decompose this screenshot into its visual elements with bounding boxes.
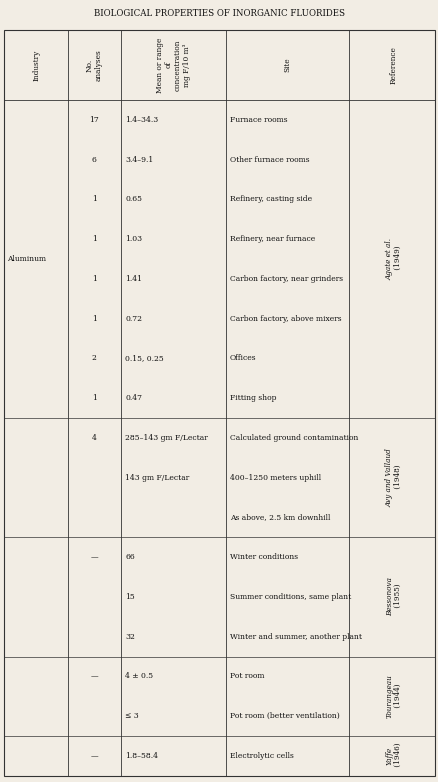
Text: Pot room: Pot room (229, 673, 264, 680)
Text: 1.8–58.4: 1.8–58.4 (125, 752, 158, 760)
Text: Bessonova: Bessonova (385, 577, 393, 616)
Text: As above, 2.5 km downhill: As above, 2.5 km downhill (229, 514, 329, 522)
Text: Avy and Vallaud: Avy and Vallaud (385, 448, 393, 507)
Text: Carbon factory, near grinders: Carbon factory, near grinders (229, 275, 342, 283)
Text: Site: Site (283, 58, 291, 72)
Text: 32: 32 (125, 633, 134, 640)
Text: —: — (90, 673, 98, 680)
Text: Carbon factory, above mixers: Carbon factory, above mixers (229, 314, 340, 323)
Text: 400–1250 meters uphill: 400–1250 meters uphill (229, 474, 320, 482)
Text: —: — (90, 553, 98, 561)
Text: 1.4–34.3: 1.4–34.3 (125, 116, 158, 124)
Text: 1: 1 (92, 394, 97, 402)
Text: Mean or range
of
concentration
mg F/10 m³: Mean or range of concentration mg F/10 m… (155, 38, 191, 92)
Text: 2: 2 (92, 354, 97, 362)
Text: Fitting shop: Fitting shop (229, 394, 276, 402)
Text: Tourangeau: Tourangeau (385, 674, 393, 718)
Text: 17: 17 (89, 116, 99, 124)
Text: 66: 66 (125, 553, 134, 561)
Text: 3.4–9.1: 3.4–9.1 (125, 156, 153, 163)
Text: 15: 15 (125, 593, 134, 601)
Text: Summer conditions, same plant: Summer conditions, same plant (229, 593, 350, 601)
Text: Yaffe: Yaffe (385, 747, 393, 765)
Text: Offices: Offices (229, 354, 256, 362)
Text: 1: 1 (92, 314, 97, 323)
Text: Refinery, casting side: Refinery, casting side (229, 196, 311, 203)
Text: Refinery, near furnace: Refinery, near furnace (229, 235, 314, 243)
Text: Reference: Reference (389, 46, 397, 84)
Text: Winter and summer, another plant: Winter and summer, another plant (229, 633, 361, 640)
Text: 6: 6 (92, 156, 97, 163)
Text: Other furnace rooms: Other furnace rooms (229, 156, 308, 163)
Text: Furnace rooms: Furnace rooms (229, 116, 286, 124)
Text: 143 gm F/Lectar: 143 gm F/Lectar (125, 474, 189, 482)
Text: 0.15, 0.25: 0.15, 0.25 (125, 354, 163, 362)
Text: Winter conditions: Winter conditions (229, 553, 297, 561)
Text: 1: 1 (92, 275, 97, 283)
Text: 0.65: 0.65 (125, 196, 142, 203)
Text: (1955): (1955) (393, 583, 401, 610)
Text: (1948): (1948) (393, 465, 401, 491)
Text: 1: 1 (92, 196, 97, 203)
Text: Industry: Industry (32, 49, 40, 81)
Text: No.
analyses: No. analyses (85, 49, 103, 81)
Text: Calculated ground contamination: Calculated ground contamination (229, 434, 357, 442)
Text: 285–143 gm F/Lectar: 285–143 gm F/Lectar (125, 434, 207, 442)
Text: BIOLOGICAL PROPERTIES OF INORGANIC FLUORIDES: BIOLOGICAL PROPERTIES OF INORGANIC FLUOR… (94, 9, 344, 19)
Text: Agate et al.: Agate et al. (385, 238, 393, 280)
Text: (1944): (1944) (393, 683, 401, 709)
Text: 4 ± 0.5: 4 ± 0.5 (125, 673, 153, 680)
Text: 1.41: 1.41 (125, 275, 142, 283)
Text: (1949): (1949) (393, 246, 401, 272)
Text: Pot room (better ventilation): Pot room (better ventilation) (229, 712, 339, 720)
Text: 1.03: 1.03 (125, 235, 142, 243)
Text: 1: 1 (92, 235, 97, 243)
Text: 0.72: 0.72 (125, 314, 142, 323)
Text: 4: 4 (92, 434, 97, 442)
Text: (1946): (1946) (393, 743, 401, 769)
Text: Aluminum: Aluminum (7, 255, 46, 263)
Text: 0.47: 0.47 (125, 394, 142, 402)
Text: Electrolytic cells: Electrolytic cells (229, 752, 293, 760)
Text: —: — (90, 752, 98, 760)
Text: ≤ 3: ≤ 3 (125, 712, 138, 720)
